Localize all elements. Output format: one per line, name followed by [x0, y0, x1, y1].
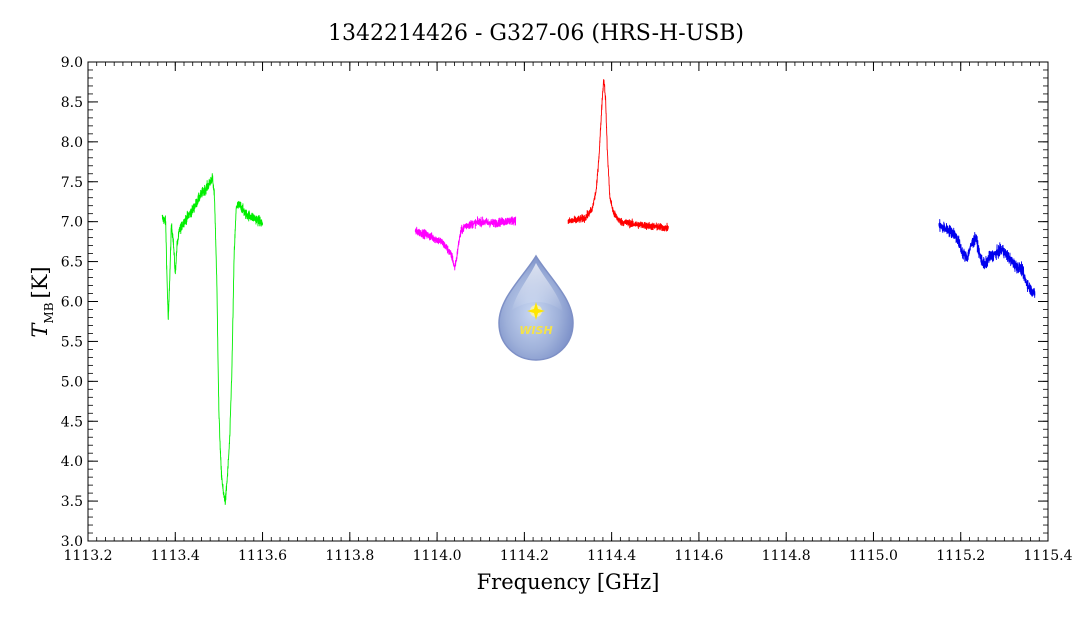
svg-text:TMB[K]: TMB [K]	[28, 266, 56, 337]
x-tick-label: 1115.0	[849, 548, 898, 564]
y-tick-label: 6.5	[61, 255, 83, 271]
y-tick-label: 5.0	[61, 374, 83, 390]
x-tick-label: 1114.8	[762, 548, 811, 564]
x-tick-label: 1115.4	[1024, 548, 1072, 564]
y-tick-label: 5.5	[61, 334, 83, 350]
spectrum-series-1	[161, 173, 263, 505]
x-tick-label: 1114.4	[587, 548, 636, 564]
y-tick-label: 8.0	[61, 135, 83, 151]
y-axis-tick-labels: 3.0 3.5 4.0 4.5 5.0 5.5 6.0 6.5 7.0 7.5 8.0 8.5 9.0	[61, 55, 83, 550]
spectrum-series-4	[938, 219, 1036, 298]
y-tick-label: 7.0	[61, 215, 83, 231]
x-tick-label: 1113.4	[151, 548, 200, 564]
x-tick-label: 1114.2	[500, 548, 549, 564]
wish-logo-text: WISH	[519, 324, 552, 337]
spectrum-series-3	[567, 79, 669, 232]
y-tick-label: 3.5	[61, 494, 83, 510]
y-axis-label: TMB [K]	[28, 266, 56, 337]
x-axis-tick-labels: 1113.2 1113.4 1113.6 1113.8 1114.0 1114.2 1114…	[64, 548, 1072, 564]
x-tick-label: 1114.0	[413, 548, 462, 564]
y-tick-label: 8.5	[61, 95, 83, 111]
y-axis-label-subscript: MB	[42, 302, 56, 323]
y-axis-label-unit: [K]	[28, 266, 52, 298]
x-axis-label: Frequency [GHz]	[477, 570, 660, 594]
y-tick-label: 9.0	[61, 55, 83, 71]
wish-logo: WISH	[498, 254, 574, 361]
x-tick-label: 1113.2	[64, 548, 113, 564]
x-tick-label: 1115.2	[936, 548, 985, 564]
x-tick-label: 1113.8	[325, 548, 374, 564]
x-tick-label: 1113.6	[238, 548, 287, 564]
y-axis-label-main: T	[28, 322, 52, 338]
axis-ticks	[87, 61, 1049, 542]
y-tick-label: 3.0	[61, 534, 83, 550]
series-layer	[161, 79, 1036, 505]
y-tick-label: 7.5	[61, 175, 83, 191]
y-tick-label: 4.5	[61, 414, 83, 430]
star-icon	[527, 302, 545, 320]
y-tick-label: 6.0	[61, 295, 83, 311]
chart-title: 1342214426 - G327-06 (HRS-H-USB)	[328, 21, 744, 46]
y-tick-label: 4.0	[61, 454, 83, 470]
spectrum-series-2	[414, 216, 517, 271]
x-tick-label: 1114.6	[674, 548, 723, 564]
